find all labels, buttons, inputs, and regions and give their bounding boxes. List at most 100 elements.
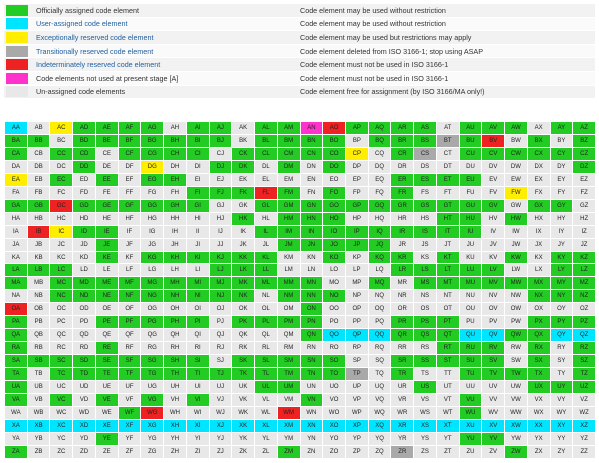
code-cell[interactable]: CS [414, 147, 436, 160]
code-cell[interactable]: CO [323, 147, 345, 160]
code-cell[interactable]: GF [118, 199, 141, 212]
code-cell[interactable]: KH [164, 251, 186, 264]
code-cell[interactable]: GO [323, 199, 345, 212]
code-cell[interactable]: ZM [277, 446, 300, 458]
code-cell[interactable]: CG [141, 147, 164, 160]
code-cell[interactable]: XE [95, 420, 118, 433]
code-cell[interactable]: TL [255, 368, 277, 381]
code-cell[interactable]: IC [50, 225, 73, 238]
code-cell[interactable]: FO [323, 186, 345, 199]
code-cell[interactable]: BR [391, 134, 414, 147]
code-cell[interactable]: PF [118, 316, 141, 329]
code-cell[interactable]: XM [277, 420, 300, 433]
code-cell[interactable]: BT [436, 134, 459, 147]
code-cell[interactable]: GC [50, 199, 73, 212]
code-cell[interactable]: SA [5, 355, 27, 368]
code-cell[interactable]: MS [414, 277, 436, 290]
code-cell[interactable]: NZ [573, 290, 595, 303]
code-cell[interactable]: CR [391, 147, 414, 160]
code-cell[interactable]: TK [232, 368, 255, 381]
code-cell[interactable]: GX [527, 199, 550, 212]
code-cell[interactable]: YE [95, 433, 118, 446]
code-cell[interactable]: MI [186, 277, 209, 290]
code-cell[interactable]: AM [277, 122, 300, 134]
code-cell[interactable]: GH [164, 199, 186, 212]
code-cell[interactable]: CD [73, 147, 95, 160]
code-cell[interactable]: XB [27, 420, 50, 433]
code-cell[interactable]: ET [436, 173, 459, 186]
code-cell[interactable]: LL [255, 264, 277, 277]
code-cell[interactable]: NX [527, 290, 550, 303]
code-cell[interactable]: AN [300, 122, 323, 134]
code-cell[interactable]: EG [141, 173, 164, 186]
code-cell[interactable]: DZ [573, 160, 595, 173]
code-cell[interactable]: VE [95, 394, 118, 407]
code-cell[interactable]: HU [459, 212, 482, 225]
code-cell[interactable]: TW [505, 368, 527, 381]
code-cell[interactable]: SS [414, 355, 436, 368]
code-cell[interactable]: SH [164, 355, 186, 368]
code-cell[interactable]: GQ [368, 199, 391, 212]
code-cell[interactable]: ZR [391, 446, 414, 458]
code-cell[interactable]: KI [186, 251, 209, 264]
code-cell[interactable]: FR [391, 186, 414, 199]
code-cell[interactable]: AE [95, 122, 118, 134]
code-cell[interactable]: TP [345, 368, 368, 381]
code-cell[interactable]: KZ [573, 251, 595, 264]
code-cell[interactable]: QV [482, 329, 505, 342]
code-cell[interactable]: XO [323, 420, 345, 433]
code-cell[interactable]: GP [345, 199, 368, 212]
code-cell[interactable]: ZW [505, 446, 527, 458]
code-cell[interactable]: AW [505, 122, 527, 134]
code-cell[interactable]: AL [255, 122, 277, 134]
code-cell[interactable]: BU [459, 134, 482, 147]
code-cell[interactable]: SN [300, 355, 323, 368]
code-cell[interactable]: XF [118, 420, 141, 433]
code-cell[interactable]: XJ [209, 420, 232, 433]
code-cell[interactable]: BA [5, 134, 27, 147]
code-cell[interactable]: CC [50, 147, 73, 160]
code-cell[interactable]: GM [277, 199, 300, 212]
code-cell[interactable]: SR [391, 355, 414, 368]
code-cell[interactable]: NM [277, 290, 300, 303]
code-cell[interactable]: BI [186, 134, 209, 147]
code-cell[interactable]: KT [436, 251, 459, 264]
code-cell[interactable]: FI [186, 186, 209, 199]
code-cell[interactable]: VC [50, 394, 73, 407]
code-cell[interactable]: FJ [209, 186, 232, 199]
code-cell[interactable]: BL [255, 134, 277, 147]
code-cell[interactable]: NG [141, 290, 164, 303]
code-cell[interactable]: WG [141, 407, 164, 420]
code-cell[interactable]: LA [5, 264, 27, 277]
code-cell[interactable]: VI [186, 394, 209, 407]
code-cell[interactable]: WF [118, 407, 141, 420]
code-cell[interactable]: BE [95, 134, 118, 147]
code-cell[interactable]: TR [391, 368, 414, 381]
code-cell[interactable]: KL [255, 251, 277, 264]
code-cell[interactable]: ME [95, 277, 118, 290]
code-cell[interactable]: PI [186, 316, 209, 329]
code-cell[interactable]: RT [436, 342, 459, 355]
code-cell[interactable]: MZ [573, 277, 595, 290]
code-cell[interactable]: BQ [368, 134, 391, 147]
legend-label[interactable]: User-assigned code element [30, 17, 298, 32]
code-cell[interactable]: EC [50, 173, 73, 186]
code-cell[interactable]: BN [300, 134, 323, 147]
code-cell[interactable]: CZ [573, 147, 595, 160]
code-cell[interactable]: IL [255, 225, 277, 238]
code-cell[interactable]: ES [414, 173, 436, 186]
code-cell[interactable]: UA [5, 381, 27, 394]
code-cell[interactable]: HK [232, 212, 255, 225]
code-cell[interactable]: LU [459, 264, 482, 277]
code-cell[interactable]: XZ [573, 420, 595, 433]
code-cell[interactable]: CI [186, 147, 209, 160]
code-cell[interactable]: QZ [573, 329, 595, 342]
code-cell[interactable]: WM [277, 407, 300, 420]
code-cell[interactable]: UZ [573, 381, 595, 394]
code-cell[interactable]: RE [95, 342, 118, 355]
code-cell[interactable]: NK [232, 290, 255, 303]
code-cell[interactable]: IE [95, 225, 118, 238]
code-cell[interactable]: GA [5, 199, 27, 212]
code-cell[interactable]: ZA [5, 446, 27, 458]
code-cell[interactable]: MW [505, 277, 527, 290]
